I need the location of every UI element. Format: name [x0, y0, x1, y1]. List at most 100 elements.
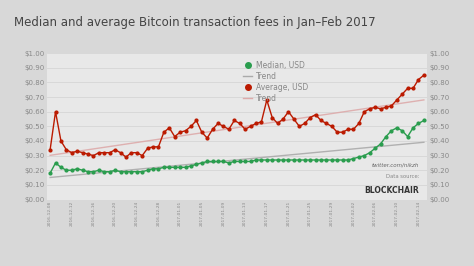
Text: Data source:: Data source:	[385, 174, 419, 179]
Point	[230, 118, 238, 123]
Point	[63, 168, 70, 172]
Point	[225, 127, 233, 131]
Point	[241, 127, 249, 131]
Point	[388, 129, 395, 133]
Point	[371, 105, 379, 110]
Point	[198, 130, 206, 134]
Point	[111, 168, 119, 172]
Point	[344, 158, 352, 162]
Point	[155, 167, 162, 171]
Point	[52, 161, 59, 165]
Point	[52, 110, 59, 114]
Point	[128, 151, 135, 155]
Point	[117, 170, 124, 174]
Point	[241, 159, 249, 164]
Point	[46, 171, 54, 175]
Point	[203, 159, 211, 164]
Text: Median and average Bitcoin transaction fees in Jan–Feb 2017: Median and average Bitcoin transaction f…	[14, 16, 376, 29]
Point	[236, 121, 244, 126]
Point	[95, 151, 103, 155]
Point	[68, 168, 75, 172]
Point	[46, 148, 54, 152]
Point	[404, 135, 411, 139]
Point	[230, 159, 238, 164]
Point	[295, 158, 303, 162]
Point	[409, 126, 417, 130]
Point	[290, 117, 298, 121]
Point	[247, 159, 255, 164]
Point	[144, 146, 151, 151]
Text: BLOCKCHAIR: BLOCKCHAIR	[364, 186, 419, 195]
Point	[122, 155, 130, 159]
Point	[344, 127, 352, 131]
Point	[182, 129, 189, 133]
Point	[95, 168, 103, 172]
Point	[209, 159, 217, 164]
Point	[165, 165, 173, 169]
Point	[214, 159, 222, 164]
Point	[274, 121, 282, 126]
Point	[323, 158, 330, 162]
Point	[420, 118, 428, 123]
Point	[382, 135, 390, 139]
Point	[187, 164, 195, 168]
Point	[415, 77, 422, 82]
Point	[219, 124, 227, 128]
Point	[176, 130, 184, 134]
Point	[317, 118, 325, 123]
Legend: Median, USD, Trend, Average, USD, Trend: Median, USD, Trend, Average, USD, Trend	[241, 59, 310, 105]
Point	[247, 124, 255, 128]
Point	[165, 126, 173, 130]
Point	[290, 158, 298, 162]
Point	[268, 158, 276, 162]
Point	[160, 165, 168, 169]
Point	[415, 121, 422, 126]
Point	[236, 159, 244, 164]
Point	[323, 121, 330, 126]
Point	[192, 118, 200, 123]
Point	[106, 170, 113, 174]
Point	[263, 158, 271, 162]
Point	[57, 139, 65, 143]
Point	[361, 110, 368, 114]
Point	[111, 148, 119, 152]
Point	[366, 107, 374, 111]
Point	[279, 117, 287, 121]
Point	[187, 124, 195, 128]
Point	[171, 165, 179, 169]
Point	[100, 151, 108, 155]
Point	[257, 120, 265, 124]
Point	[133, 151, 141, 155]
Point	[339, 158, 346, 162]
Point	[393, 98, 401, 102]
Point	[404, 86, 411, 90]
Point	[339, 130, 346, 134]
Point	[317, 158, 325, 162]
Point	[306, 158, 314, 162]
Point	[382, 105, 390, 110]
Point	[79, 168, 86, 172]
Point	[312, 158, 319, 162]
Point	[90, 153, 97, 158]
Point	[117, 151, 124, 155]
Point	[350, 127, 357, 131]
Point	[328, 158, 336, 162]
Point	[328, 124, 336, 128]
Point	[263, 98, 271, 102]
Point	[57, 165, 65, 169]
Point	[198, 161, 206, 165]
Point	[79, 151, 86, 155]
Point	[295, 124, 303, 128]
Point	[90, 170, 97, 174]
Point	[279, 158, 287, 162]
Point	[84, 170, 92, 174]
Point	[420, 73, 428, 77]
Point	[192, 162, 200, 167]
Point	[312, 113, 319, 117]
Point	[209, 127, 217, 131]
Point	[257, 158, 265, 162]
Point	[333, 158, 341, 162]
Point	[409, 86, 417, 90]
Point	[285, 158, 292, 162]
Point	[73, 167, 81, 171]
